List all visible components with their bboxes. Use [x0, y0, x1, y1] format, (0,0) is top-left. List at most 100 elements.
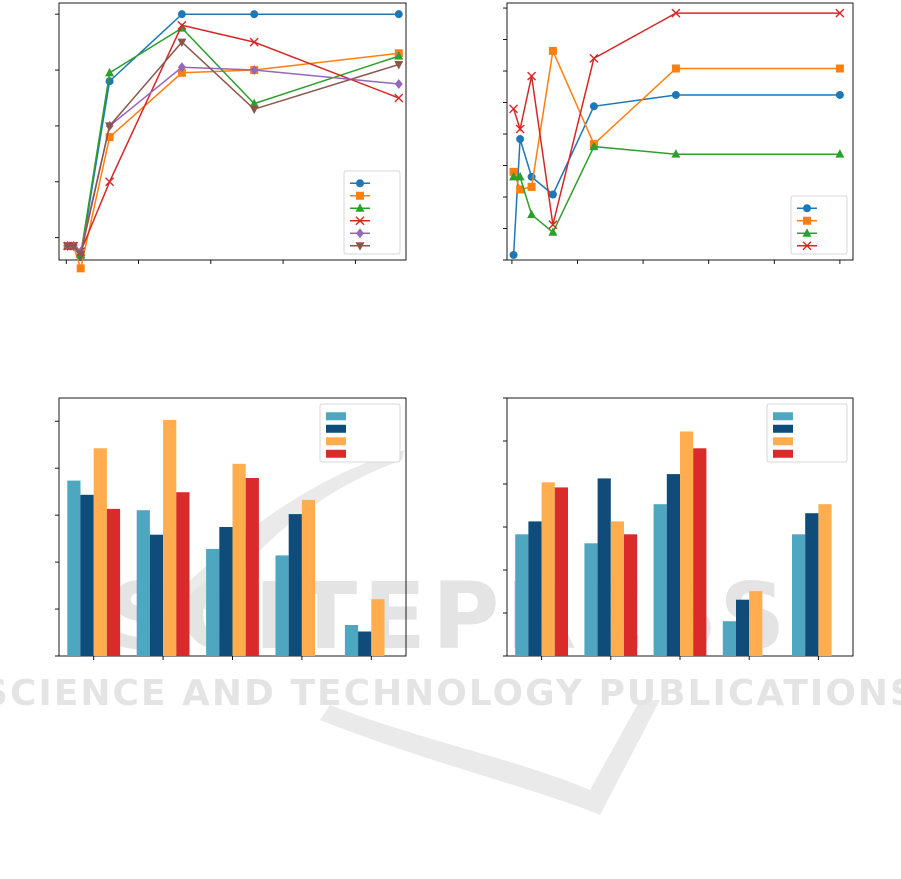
data-point	[250, 65, 259, 76]
data-point	[548, 220, 558, 230]
bar	[597, 478, 611, 656]
data-point	[527, 182, 536, 191]
data-point	[589, 102, 598, 111]
bar	[176, 492, 190, 656]
chart-top-left	[55, 2, 407, 273]
chart-bottom-right	[503, 397, 854, 660]
chart-top-right	[503, 2, 854, 264]
data-point	[548, 190, 557, 199]
data-point	[548, 46, 557, 55]
data-point	[250, 10, 259, 19]
bar	[371, 599, 385, 656]
bar	[666, 474, 680, 656]
data-point	[394, 60, 404, 70]
data-point	[177, 62, 186, 73]
data-point	[671, 8, 681, 18]
legend-marker	[356, 191, 364, 200]
legend-marker	[355, 203, 365, 212]
legend-color-swatch	[326, 449, 346, 458]
legend-marker	[356, 179, 364, 188]
bar	[106, 508, 121, 656]
legend-color-swatch	[773, 437, 793, 446]
watermark-sub-text: SCIENCE AND TECHNOLOGY PUBLICATIONS	[0, 673, 901, 714]
data-point	[249, 105, 259, 115]
data-point	[509, 250, 518, 259]
bar	[93, 448, 107, 656]
bar	[610, 521, 624, 656]
bar	[344, 625, 359, 656]
legend-marker	[355, 216, 365, 226]
data-point	[105, 177, 115, 187]
bar	[515, 534, 529, 656]
legend-marker	[803, 204, 811, 213]
data-point	[509, 104, 519, 114]
legend-marker	[356, 228, 364, 239]
data-point	[394, 93, 404, 103]
bar	[693, 448, 707, 656]
bar	[232, 463, 246, 656]
data-point	[177, 68, 186, 77]
bar	[80, 494, 94, 657]
legend-color-swatch	[326, 424, 346, 433]
data-point	[527, 209, 537, 219]
data-point	[394, 51, 404, 60]
data-point	[515, 171, 525, 181]
bar	[554, 487, 568, 656]
bar	[541, 482, 555, 656]
bar	[528, 521, 542, 656]
bar	[722, 621, 736, 656]
legend-color-swatch	[326, 437, 346, 446]
bar	[301, 499, 316, 656]
data-point	[76, 264, 85, 273]
data-point	[105, 133, 114, 142]
legend-color-swatch	[773, 424, 793, 433]
bar	[584, 543, 598, 656]
data-point	[63, 242, 73, 252]
bar	[275, 555, 289, 656]
bar	[624, 534, 638, 656]
data-point	[105, 67, 115, 77]
data-point	[527, 172, 536, 181]
publisher-watermark: SCITEPRESS SCIENCE AND TECHNOLOGY PUBLIC…	[0, 450, 901, 815]
data-point	[515, 124, 525, 134]
data-point	[671, 64, 680, 73]
data-point	[835, 64, 844, 73]
bar	[818, 504, 832, 656]
data-point	[527, 71, 537, 81]
data-point	[835, 90, 844, 99]
legend-marker	[355, 242, 365, 251]
data-point	[548, 227, 558, 236]
bar	[736, 599, 750, 656]
data-point	[249, 98, 259, 108]
bar	[149, 534, 164, 656]
data-point	[394, 10, 403, 19]
chart-bottom-left	[55, 397, 407, 660]
data-point	[509, 167, 518, 176]
data-point	[516, 135, 525, 144]
bar	[680, 431, 694, 656]
data-point	[671, 90, 680, 99]
bar	[136, 510, 150, 656]
series-line-3	[512, 12, 840, 225]
data-point	[177, 10, 186, 19]
data-point	[105, 77, 114, 86]
data-point	[835, 149, 845, 158]
data-point	[509, 171, 519, 181]
data-point	[516, 185, 525, 194]
legend-color-swatch	[326, 412, 346, 421]
data-point	[835, 8, 845, 18]
bar	[67, 480, 81, 656]
data-point	[394, 79, 403, 90]
watermark-swoosh-tail	[320, 700, 660, 815]
data-point	[177, 20, 187, 30]
bar	[792, 534, 806, 656]
bar	[163, 419, 177, 656]
data-point	[76, 250, 86, 260]
legend-marker	[802, 228, 812, 237]
plot-frame	[58, 2, 407, 261]
data-point	[589, 141, 599, 151]
data-point	[671, 149, 681, 158]
data-point	[105, 122, 115, 131]
legend-marker	[803, 216, 811, 225]
